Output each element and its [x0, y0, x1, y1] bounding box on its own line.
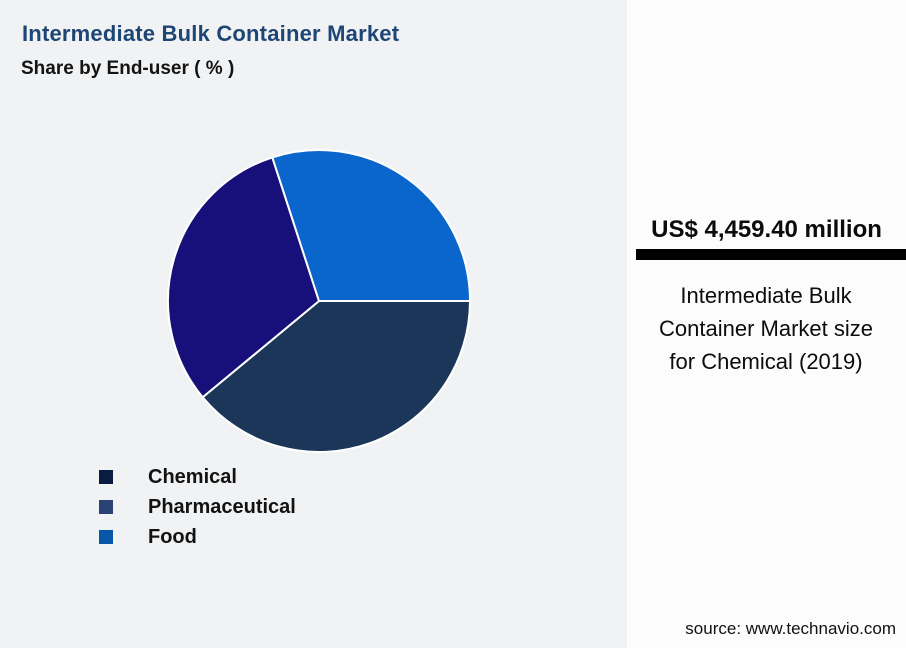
callout-value: US$ 4,459.40 million: [651, 216, 882, 243]
legend-swatch-pharmaceutical: [99, 500, 113, 514]
source-credit: source: www.technavio.com: [685, 619, 896, 638]
pie-slice-chemical: [201, 300, 471, 453]
chart-title: Intermediate Bulk Container Market: [22, 21, 400, 46]
legend-item-food: Food: [99, 522, 296, 552]
pie-chart: [167, 149, 471, 453]
callout-divider: [636, 249, 906, 260]
legend-label-food: Food: [148, 525, 197, 548]
legend-item-chemical: Chemical: [99, 462, 296, 492]
callout-description: Intermediate Bulk Container Market size …: [659, 283, 873, 374]
legend-label-pharmaceutical: Pharmaceutical: [148, 495, 296, 518]
pie-legend: Chemical Pharmaceutical Food: [99, 462, 296, 552]
legend-swatch-food: [99, 530, 113, 544]
legend-label-chemical: Chemical: [148, 465, 237, 488]
legend-item-pharmaceutical: Pharmaceutical: [99, 492, 296, 522]
pie-slice-pharmaceutical: [167, 156, 320, 399]
pie-slice-food: [271, 149, 471, 302]
chart-subtitle: Share by End-user ( % ): [21, 58, 235, 79]
callout-panel: US$ 4,459.40 million Intermediate Bulk C…: [627, 0, 906, 648]
legend-swatch-chemical: [99, 470, 113, 484]
